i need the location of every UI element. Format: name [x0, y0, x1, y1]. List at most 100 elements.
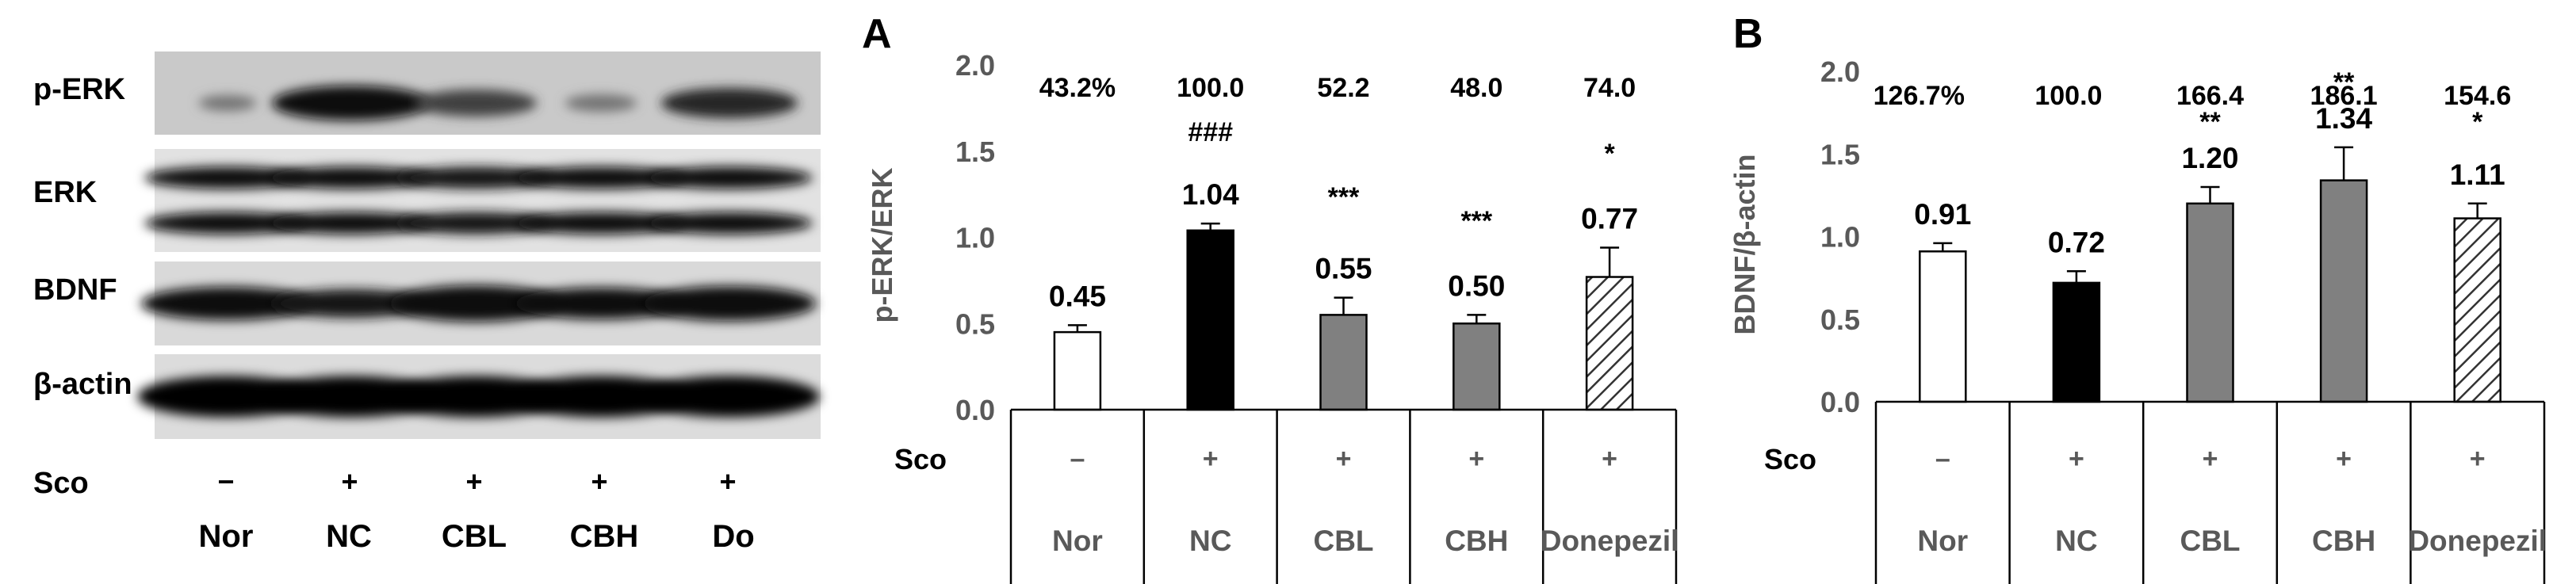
data-label: 0.45	[1049, 280, 1106, 312]
category-label: CBL	[1313, 525, 1373, 557]
data-label: 0.91	[1914, 198, 1971, 231]
blot-sco-value: +	[465, 465, 482, 498]
blot-row-label: p-ERK	[33, 73, 126, 106]
y-axis-label: BDNF/β-actin	[1728, 155, 1761, 335]
significance-mark: ###	[1188, 117, 1233, 147]
blot-band	[514, 212, 688, 235]
blot-row-perk: p-ERK	[33, 52, 821, 135]
category-label: Donepezil	[1541, 525, 1679, 557]
blot-sco-value: −	[217, 465, 234, 498]
bar-nc	[1186, 229, 1234, 411]
western-blot: p-ERK ERK BDNF β-actin Sco − + + + + Nor NC CBL CBH…	[33, 52, 821, 554]
y-tick-label: 0.0	[1820, 386, 1860, 418]
data-label: 0.77	[1581, 203, 1638, 235]
bar-cbh	[1453, 323, 1501, 411]
sco-value: +	[1336, 444, 1352, 474]
blot-band	[144, 166, 311, 189]
percent-label: 126.7%	[1874, 81, 1965, 111]
blot-band	[414, 90, 538, 117]
percent-label: 186.1	[2310, 81, 2378, 111]
blot-band	[268, 166, 434, 189]
y-tick-label: 2.0	[955, 49, 995, 82]
blot-band	[198, 95, 257, 112]
y-tick-label: 0.0	[955, 394, 995, 426]
y-axis-label: p-ERK/ERK	[866, 168, 898, 323]
blot-lane-label: NC	[326, 519, 372, 554]
bar-cbl	[1319, 314, 1368, 411]
blot-row-actin: β-actin	[33, 354, 821, 439]
blot-sco-label: Sco	[33, 467, 89, 500]
y-tick-label: 1.5	[955, 136, 995, 168]
sco-value: +	[2470, 444, 2486, 474]
blot-band	[385, 376, 566, 418]
sco-value: +	[2069, 444, 2084, 474]
data-label: 1.11	[2450, 158, 2505, 191]
blot-band	[514, 166, 688, 189]
percent-label: 48.0	[1450, 73, 1502, 103]
category-label: Donepezil	[2408, 525, 2547, 557]
blot-band	[660, 88, 798, 119]
significance-mark: ***	[1460, 206, 1492, 236]
percent-label: 100.0	[2034, 81, 2102, 111]
blot-band	[261, 376, 442, 418]
blot-row-label: ERK	[33, 176, 98, 209]
category-label: CBH	[2312, 525, 2375, 557]
category-label: NC	[1189, 525, 1231, 557]
percent-label: 43.2%	[1039, 73, 1116, 103]
bar-donepezil	[1585, 276, 1634, 411]
sco-value: –	[1935, 444, 1950, 474]
data-label: 0.55	[1315, 253, 1372, 285]
significance-mark: ***	[1328, 182, 1360, 212]
bar-cbl	[2186, 202, 2234, 403]
blot-band	[140, 287, 315, 320]
blot-band	[511, 376, 691, 418]
y-tick-label: 1.5	[1820, 138, 1860, 170]
sco-value: +	[2203, 444, 2218, 474]
sco-label: Sco	[894, 443, 947, 475]
category-label: Nor	[1917, 525, 1968, 557]
blot-band	[268, 212, 434, 235]
sco-value: –	[1070, 444, 1085, 474]
sco-value: +	[1602, 444, 1617, 474]
percent-label: 74.0	[1583, 73, 1636, 103]
percent-label: 52.2	[1317, 73, 1369, 103]
y-tick-label: 0.5	[1820, 303, 1860, 336]
data-label: 1.34	[2315, 102, 2372, 135]
blot-band	[144, 212, 311, 235]
blot-band	[642, 286, 817, 321]
blot-band	[396, 212, 555, 235]
bar-nor	[1053, 330, 1102, 411]
data-label: 0.50	[1448, 269, 1505, 302]
blot-band	[272, 289, 431, 318]
significance-mark: *	[1604, 139, 1615, 169]
y-tick-label: 0.5	[955, 307, 995, 340]
blot-sco-value: +	[591, 465, 607, 498]
sco-value: +	[1468, 444, 1484, 474]
blot-lane-label: CBH	[570, 519, 639, 554]
category-label: Nor	[1052, 525, 1103, 557]
y-tick-label: 2.0	[1820, 55, 1860, 88]
category-label: CBL	[2180, 525, 2240, 557]
blot-lane-label: Do	[712, 519, 754, 554]
data-label: 0.72	[2048, 226, 2105, 258]
percent-label: 100.0	[1177, 73, 1244, 103]
data-label: 1.04	[1182, 178, 1239, 211]
blot-band	[396, 166, 555, 189]
y-tick-label: 1.0	[1820, 221, 1860, 254]
chart-panel-b: B 0.0 0.5 1.0 1.5 2.0 BDNF/β-actin 0.91 126.7% 0.…	[1728, 11, 2547, 584]
bar-donepezil	[2453, 217, 2501, 403]
panel-letter: A	[862, 11, 892, 57]
blot-row-label: β-actin	[33, 368, 132, 401]
bar-nor	[1919, 250, 1967, 403]
blot-sco-value: +	[719, 465, 736, 498]
category-label: CBH	[1445, 525, 1508, 557]
blot-band	[646, 212, 813, 235]
blot-band	[639, 376, 820, 418]
blot-lane-label: Nor	[199, 519, 254, 554]
blot-band	[137, 376, 318, 418]
panel-letter: B	[1733, 11, 1763, 57]
blot-strip	[155, 149, 821, 252]
blot-band	[272, 86, 431, 121]
bar-nc	[2052, 281, 2101, 403]
